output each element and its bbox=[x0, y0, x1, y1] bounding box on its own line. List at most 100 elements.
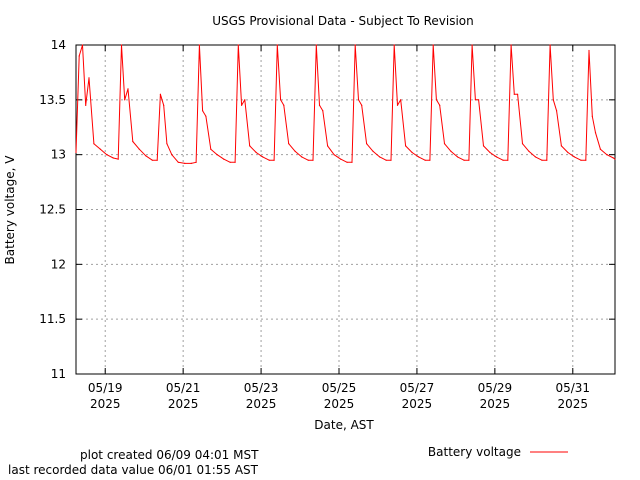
series-line bbox=[75, 44, 616, 164]
data-point bbox=[474, 99, 476, 101]
data-point bbox=[411, 151, 413, 154]
data-point bbox=[190, 162, 192, 164]
data-point bbox=[120, 44, 123, 46]
y-axis: 11 11.5 12 12.5 13 13.5 14 bbox=[39, 38, 615, 381]
data-point bbox=[588, 49, 590, 52]
data-point bbox=[151, 159, 153, 161]
data-point bbox=[177, 161, 179, 163]
data-point bbox=[482, 145, 485, 147]
data-point bbox=[255, 151, 257, 154]
data-point bbox=[354, 44, 356, 46]
last-recorded-note: last recorded data value 06/01 01:55 AST bbox=[8, 463, 258, 477]
data-point bbox=[541, 159, 543, 161]
data-point bbox=[372, 150, 374, 152]
y-tick-label: 11 bbox=[51, 367, 66, 381]
data-point bbox=[127, 88, 129, 90]
chart-title: USGS Provisional Data - Subject To Revis… bbox=[212, 14, 474, 28]
y-tick-label: 14 bbox=[51, 38, 66, 52]
data-point bbox=[450, 150, 452, 152]
data-point bbox=[237, 44, 239, 46]
data-point bbox=[294, 150, 296, 152]
data-point bbox=[606, 154, 608, 156]
x-tick-label: 05/19 bbox=[88, 381, 123, 395]
y-axis-label: Battery voltage, V bbox=[3, 155, 17, 265]
legend-label: Battery voltage bbox=[428, 445, 521, 459]
data-point bbox=[489, 151, 491, 154]
data-point bbox=[560, 145, 563, 147]
data-point bbox=[463, 159, 465, 161]
data-point bbox=[159, 93, 161, 95]
data-point bbox=[432, 44, 434, 46]
data-point bbox=[81, 44, 84, 46]
data-point bbox=[424, 159, 426, 161]
data-point bbox=[456, 156, 459, 158]
data-point bbox=[556, 110, 558, 112]
x-tick-year: 2025 bbox=[168, 397, 199, 411]
data-point bbox=[99, 148, 101, 150]
data-point bbox=[513, 93, 515, 95]
data-point bbox=[322, 110, 324, 112]
data-point bbox=[276, 44, 278, 46]
data-point bbox=[268, 159, 270, 161]
data-point bbox=[517, 93, 519, 95]
data-point bbox=[549, 44, 551, 46]
data-point bbox=[443, 143, 446, 145]
x-tick-year: 2025 bbox=[480, 397, 511, 411]
data-point bbox=[112, 157, 114, 159]
y-tick-label: 13 bbox=[51, 148, 66, 162]
data-point bbox=[216, 154, 218, 156]
x-axis-label: Date, AST bbox=[314, 418, 374, 432]
data-point bbox=[552, 99, 554, 101]
data-point bbox=[379, 156, 381, 158]
data-point bbox=[315, 44, 317, 46]
data-point bbox=[400, 99, 402, 101]
data-point bbox=[145, 155, 147, 157]
data-point bbox=[594, 132, 597, 134]
data-point bbox=[429, 159, 431, 161]
data-point bbox=[106, 154, 108, 156]
plot-created-note: plot created 06/09 04:01 MST bbox=[80, 448, 259, 462]
x-tick-label: 05/29 bbox=[478, 381, 513, 395]
x-tick-year: 2025 bbox=[90, 397, 121, 411]
data-point bbox=[396, 104, 399, 106]
data-point bbox=[262, 156, 264, 158]
data-point bbox=[198, 44, 200, 46]
y-tick-label: 12 bbox=[51, 257, 66, 271]
data-point bbox=[351, 161, 353, 163]
data-point bbox=[502, 159, 504, 161]
data-point bbox=[202, 110, 204, 112]
data-point bbox=[393, 44, 395, 46]
data-point bbox=[333, 154, 335, 156]
x-tick-year: 2025 bbox=[246, 397, 277, 411]
data-point bbox=[599, 148, 602, 150]
x-tick-label: 05/23 bbox=[244, 381, 279, 395]
data-point bbox=[357, 99, 360, 101]
data-point bbox=[223, 158, 225, 160]
y-tick-label: 12.5 bbox=[39, 203, 66, 217]
data-point bbox=[573, 156, 576, 158]
data-point bbox=[478, 99, 480, 101]
data-point bbox=[234, 161, 236, 163]
data-point bbox=[471, 44, 473, 46]
data-point bbox=[318, 104, 321, 106]
data-point bbox=[361, 104, 363, 106]
data-point bbox=[166, 143, 168, 145]
data-point bbox=[85, 104, 87, 106]
data-point bbox=[312, 159, 314, 161]
x-tick-label: 05/27 bbox=[400, 381, 435, 395]
x-axis: 05/19 2025 05/21 2025 05/23 2025 05/25 2025 05/2… bbox=[88, 45, 590, 411]
data-point bbox=[210, 148, 212, 150]
data-point bbox=[495, 156, 498, 158]
data-point bbox=[567, 151, 569, 154]
data-point bbox=[327, 145, 329, 147]
data-point bbox=[585, 159, 587, 161]
data-point bbox=[249, 145, 251, 147]
data-point bbox=[244, 99, 246, 101]
data-point bbox=[418, 156, 420, 158]
data-point bbox=[612, 157, 615, 159]
data-point bbox=[521, 143, 524, 145]
data-point bbox=[591, 115, 593, 117]
y-tick-label: 11.5 bbox=[39, 312, 66, 326]
data-point bbox=[280, 99, 282, 101]
